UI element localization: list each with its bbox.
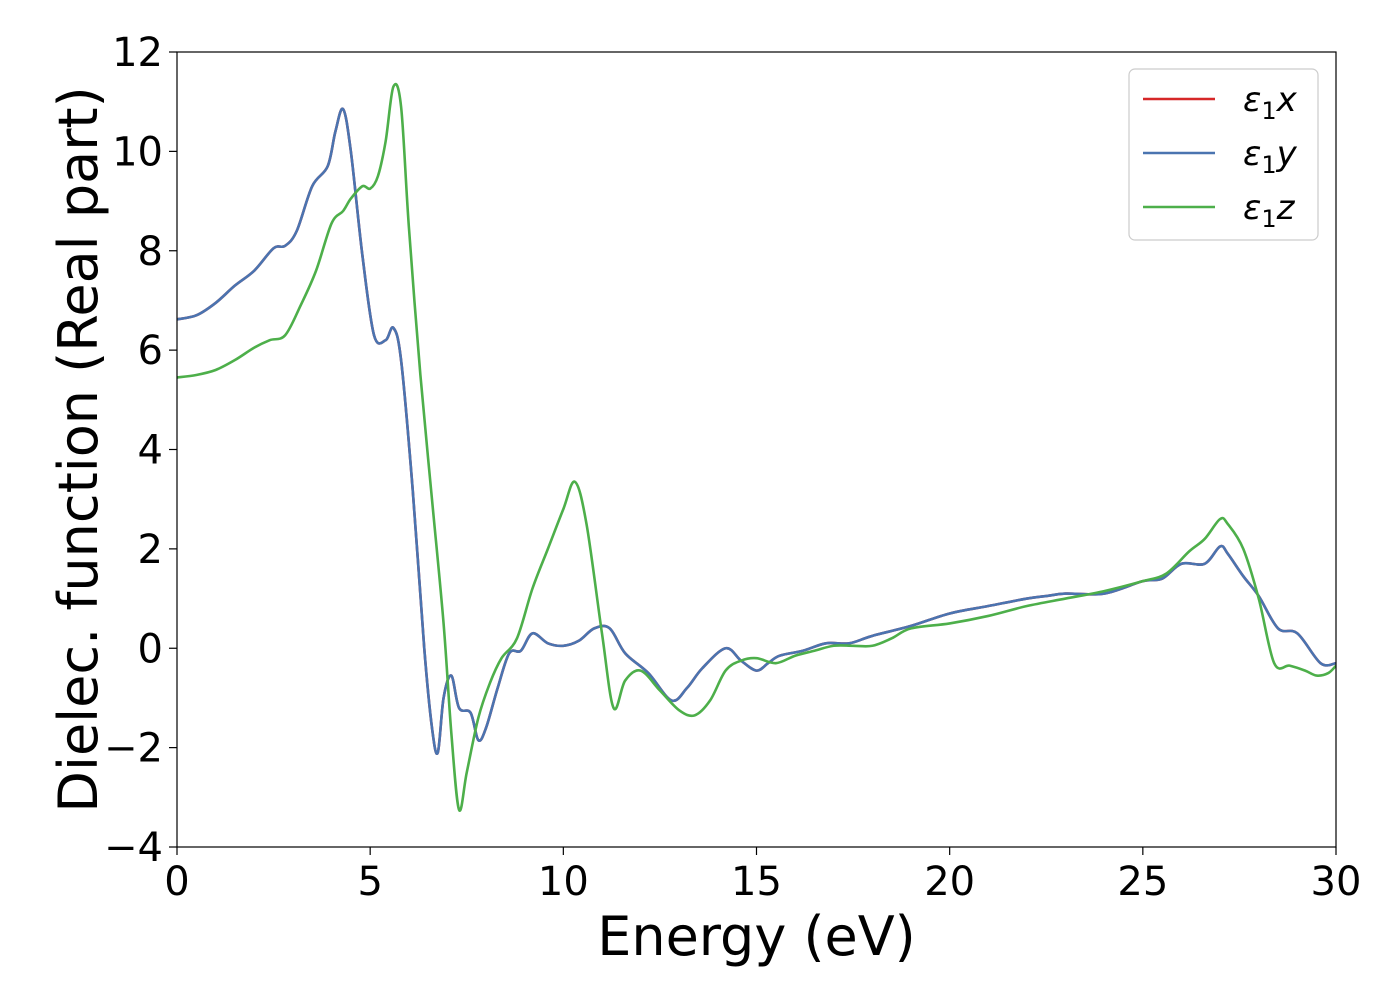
y-tick-label: 4 bbox=[138, 428, 163, 474]
legend-label-y: ε1y bbox=[1243, 134, 1298, 179]
legend-epsilon: ε bbox=[1243, 134, 1261, 174]
y-tick-label: 8 bbox=[138, 229, 163, 275]
legend-box bbox=[1128, 68, 1319, 241]
legend-variable: x bbox=[1276, 80, 1298, 120]
y-tick-label: 12 bbox=[112, 30, 163, 76]
legend-label-x: ε1x bbox=[1243, 80, 1298, 125]
series-line-z bbox=[177, 82, 1336, 812]
series-layer bbox=[177, 82, 1336, 812]
legend-subscript: 1 bbox=[1261, 97, 1276, 125]
y-axis-title: Dielec. function (Real part) bbox=[47, 86, 110, 812]
y-tick-label: 10 bbox=[112, 129, 163, 175]
legend-variable: y bbox=[1276, 134, 1298, 174]
series-line-y bbox=[177, 107, 1336, 755]
legend-subscript: 1 bbox=[1261, 151, 1276, 179]
legend-epsilon: ε bbox=[1243, 80, 1261, 120]
y-tick-label: 6 bbox=[138, 328, 163, 374]
x-tick-label: 10 bbox=[538, 859, 589, 905]
y-tick-label: 0 bbox=[138, 626, 163, 672]
x-tick-label: 20 bbox=[924, 859, 975, 905]
x-tick-label: 30 bbox=[1311, 859, 1362, 905]
legend-epsilon: ε bbox=[1243, 188, 1261, 228]
legend-subscript: 1 bbox=[1261, 205, 1276, 233]
x-tick-label: 0 bbox=[164, 859, 189, 905]
x-tick-label: 5 bbox=[357, 859, 382, 905]
y-tick-label: 2 bbox=[138, 527, 163, 573]
x-axis-title: Energy (eV) bbox=[597, 905, 916, 968]
x-tick-label: 15 bbox=[731, 859, 782, 905]
x-tick-label: 25 bbox=[1117, 859, 1168, 905]
ticks-layer: 0 5 10 15 20 25 30 −4 −2 0 2 4 6 8 10 12 bbox=[104, 30, 1361, 905]
y-tick-label: −4 bbox=[104, 825, 163, 871]
y-tick-label: −2 bbox=[104, 726, 163, 772]
legend-variable: z bbox=[1276, 188, 1296, 228]
legend-label-z: ε1z bbox=[1243, 188, 1296, 233]
